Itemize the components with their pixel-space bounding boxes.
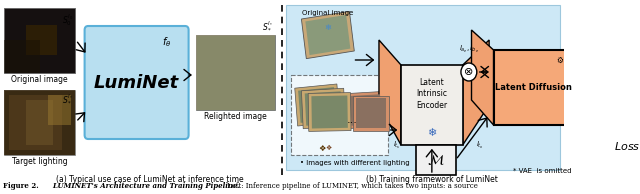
Text: $S_0^{l_0}$: $S_0^{l_0}$: [62, 12, 73, 28]
Text: $l_{a_e}, l_{b_e}$: $l_{a_e}, l_{b_e}$: [459, 44, 479, 55]
FancyBboxPatch shape: [604, 25, 640, 115]
Polygon shape: [301, 88, 346, 129]
Text: Latent Diffusion: Latent Diffusion: [495, 83, 572, 93]
Text: (a) Typical use case of LumiNet at inference time: (a) Typical use case of LumiNet at infer…: [56, 175, 244, 184]
Polygon shape: [356, 98, 386, 128]
Text: $l_{t_s}$: $l_{t_s}$: [394, 139, 401, 151]
Polygon shape: [379, 40, 401, 145]
Text: Relighted image: Relighted image: [204, 112, 267, 121]
Text: $l_{t_x}$: $l_{t_x}$: [476, 139, 484, 151]
FancyBboxPatch shape: [4, 40, 40, 73]
FancyBboxPatch shape: [26, 100, 53, 145]
Text: LumiNet: LumiNet: [94, 74, 179, 92]
FancyBboxPatch shape: [9, 95, 61, 150]
FancyBboxPatch shape: [4, 8, 75, 73]
FancyBboxPatch shape: [493, 50, 573, 125]
Polygon shape: [298, 87, 337, 123]
Text: ❄: ❄: [427, 128, 436, 138]
FancyBboxPatch shape: [196, 35, 275, 110]
FancyBboxPatch shape: [196, 35, 275, 110]
Polygon shape: [305, 91, 342, 126]
Text: Original image: Original image: [302, 10, 353, 16]
Text: • Images with different lighting: • Images with different lighting: [300, 160, 409, 166]
FancyBboxPatch shape: [4, 90, 75, 155]
Text: $\mathcal{M}$: $\mathcal{M}$: [426, 153, 444, 167]
Text: Original image: Original image: [12, 75, 68, 84]
Polygon shape: [463, 40, 489, 145]
Polygon shape: [573, 30, 595, 125]
FancyBboxPatch shape: [196, 35, 275, 110]
Text: ⊗: ⊗: [464, 67, 474, 77]
FancyBboxPatch shape: [604, 25, 640, 115]
Polygon shape: [295, 84, 340, 126]
Circle shape: [461, 63, 477, 81]
Text: $S_*^{l_*}$: $S_*^{l_*}$: [262, 19, 273, 32]
Text: LUMINET's Architecture and Training Pipeline.: LUMINET's Architecture and Training Pipe…: [48, 182, 245, 190]
Polygon shape: [472, 30, 493, 125]
Polygon shape: [350, 94, 381, 126]
FancyBboxPatch shape: [416, 145, 456, 175]
Text: ...: ...: [347, 115, 358, 125]
Text: * VAE  is omitted: * VAE is omitted: [513, 168, 572, 174]
FancyBboxPatch shape: [291, 75, 388, 155]
Text: (b) Training framework of LumiNet: (b) Training framework of LumiNet: [366, 175, 498, 184]
FancyBboxPatch shape: [401, 65, 463, 145]
Text: $Loss$: $Loss$: [614, 140, 640, 152]
Text: Figure 2.: Figure 2.: [3, 182, 39, 190]
Text: $S_*^{l_*}$: $S_*^{l_*}$: [61, 92, 73, 105]
Polygon shape: [348, 92, 384, 128]
FancyBboxPatch shape: [26, 25, 58, 55]
FancyBboxPatch shape: [84, 26, 189, 139]
FancyBboxPatch shape: [4, 90, 75, 155]
FancyBboxPatch shape: [4, 8, 75, 73]
Polygon shape: [301, 11, 355, 59]
Text: Left: Inference pipeline of LUMINET, which takes two inputs: a source: Left: Inference pipeline of LUMINET, whi…: [227, 182, 478, 190]
Text: Target lighting: Target lighting: [12, 157, 67, 166]
Text: Latent
Intrinsic
Encoder: Latent Intrinsic Encoder: [416, 78, 447, 110]
Text: ❖: ❖: [318, 144, 325, 152]
Polygon shape: [305, 15, 350, 55]
Polygon shape: [312, 95, 348, 128]
FancyBboxPatch shape: [49, 95, 70, 125]
Polygon shape: [308, 93, 351, 131]
Text: ⚙: ⚙: [556, 55, 563, 64]
Text: ❖: ❖: [326, 145, 332, 151]
Text: $f_\theta$: $f_\theta$: [163, 35, 172, 49]
Text: ❄: ❄: [324, 23, 332, 33]
Polygon shape: [353, 95, 388, 131]
FancyBboxPatch shape: [287, 5, 559, 170]
